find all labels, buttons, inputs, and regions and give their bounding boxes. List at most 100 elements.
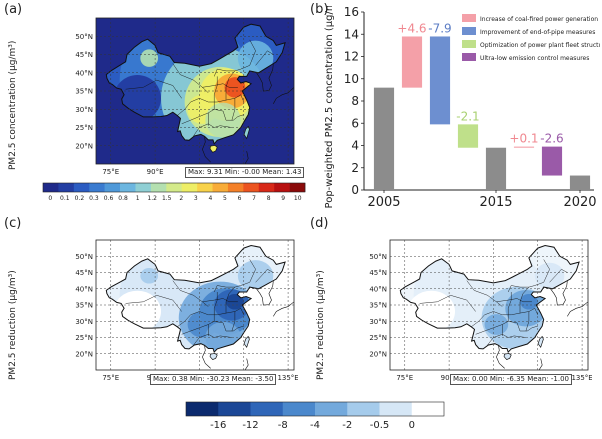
- colorbar-a-swatch: [181, 183, 198, 192]
- bar-annotation: -7.9: [428, 21, 451, 35]
- colorbar-cd-tick-label: -4: [310, 420, 320, 431]
- bar-coal: [401, 36, 423, 88]
- colorbar-a-swatch: [43, 183, 59, 192]
- colorbar-a-tick-label: 3: [194, 195, 198, 202]
- colorbar-a-swatch: [243, 183, 260, 192]
- colorbar-cd-swatch: [218, 402, 251, 416]
- colorbar-cd-tick-label: -12: [242, 420, 258, 431]
- bar-2015: [485, 147, 507, 190]
- colorbar-cd-tick-label: 0: [409, 420, 415, 431]
- y-tick-label: 16: [344, 6, 359, 19]
- map-lon-tick-label: 135°E: [571, 374, 592, 382]
- colorbar-a-tick-label: 0.3: [89, 195, 99, 202]
- y-axis-label: Pop-weighted PM2.5 concentration (μg/m³): [324, 6, 335, 208]
- china-border: [105, 23, 286, 145]
- map-lat-tick-label: 45°N: [369, 269, 387, 277]
- colorbar-a-swatch: [120, 183, 136, 192]
- colorbar-cd-swatch: [186, 402, 219, 416]
- colorbar-cd-swatch: [347, 402, 380, 416]
- legend-label: Improvement of end-of-pipe measures: [480, 29, 595, 36]
- bar-annotation: +0.1: [509, 132, 538, 146]
- colorbar-cd-tick-label: -8: [278, 420, 288, 431]
- colorbar-a-swatch: [227, 183, 244, 192]
- panel-label-b: (b): [310, 2, 329, 17]
- colorbar-a-swatch: [150, 183, 167, 192]
- map-lat-tick-label: 20°N: [75, 142, 93, 150]
- colorbar-a-tick-label: 7: [252, 195, 256, 202]
- colorbar-a-swatch: [89, 183, 105, 192]
- map-lat-tick-label: 30°N: [75, 318, 93, 326]
- y-tick-label: 2: [351, 161, 359, 175]
- panel-label-a: (a): [4, 2, 23, 17]
- colorbar-a-swatch: [274, 183, 290, 192]
- map-lat-tick-label: 35°N: [75, 88, 93, 96]
- colorbar-cd-swatch: [282, 402, 316, 416]
- legend-swatch: [462, 40, 476, 48]
- colorbar-a-swatch: [197, 183, 213, 192]
- colorbar-a-tick-label: 1: [136, 195, 140, 202]
- map-lat-tick-label: 50°N: [75, 253, 93, 261]
- colorbar-cd-tick-label: -0.5: [370, 420, 390, 431]
- y-tick-label: 8: [351, 94, 359, 108]
- bar-eop: [429, 36, 451, 125]
- map-lat-tick-label: 25°N: [75, 124, 93, 132]
- colorbar-a-swatch: [58, 183, 75, 192]
- map-c-ylabel: PM2.5 reduction (μg/m³): [8, 270, 18, 380]
- map-lat-tick-label: 25°N: [75, 334, 93, 342]
- map-d-stats: Max: 0.00 Min: -6.35 Mean: -1.00: [450, 374, 572, 385]
- map-a-ylabel: PM2.5 concentration (μg/m³): [8, 40, 18, 170]
- map-lat-tick-label: 45°N: [75, 51, 93, 59]
- legend-swatch: [462, 14, 476, 22]
- map-a: 50°N45°N40°N35°N30°N25°N20°N75°E90°E105°…: [75, 17, 298, 176]
- y-tick-label: 10: [344, 72, 359, 86]
- bar-fleet: [457, 124, 479, 148]
- bar-annotation: -2.6: [540, 132, 563, 146]
- bar-coal2: [513, 146, 535, 148]
- map-lat-tick-label: 50°N: [369, 253, 387, 261]
- bar-2005: [373, 87, 395, 190]
- colorbar-a-swatch: [104, 183, 121, 192]
- colorbar-a-tick-label: 0.6: [104, 195, 114, 202]
- map-lat-tick-label: 35°N: [369, 302, 387, 310]
- map-lat-tick-label: 35°N: [75, 302, 93, 310]
- map-lat-tick-label: 30°N: [75, 106, 93, 114]
- x-tick-label: 2005: [367, 195, 400, 210]
- colorbar-a-swatch: [73, 183, 90, 192]
- map-lon-tick-label: 135°E: [277, 374, 298, 382]
- panel-label-c: (c): [4, 216, 22, 231]
- bar-ulec: [541, 146, 563, 176]
- bar-annotation: -2.1: [456, 109, 479, 123]
- bar-2020: [569, 175, 591, 190]
- x-tick-label: 2015: [479, 195, 512, 210]
- map-lon-tick-label: 90°E: [147, 168, 164, 176]
- colorbar-a-swatch: [135, 183, 152, 192]
- x-tick-label: 2020: [563, 195, 596, 210]
- bar-chart-b: 0 2 4 6 8 10 12 14 16 Pop-weighted PM2.5 concentr…: [324, 6, 600, 210]
- colorbar-cd-swatch: [411, 402, 445, 416]
- colorbar-a-tick-label: 8: [267, 195, 271, 202]
- china-border: [399, 244, 580, 354]
- colorbar-cd-tick-label: -16: [210, 420, 226, 431]
- map-lat-tick-label: 20°N: [75, 350, 93, 358]
- panel-label-d: (d): [310, 216, 329, 231]
- colorbar-a-tick-label: 0.2: [75, 195, 85, 202]
- map-c-stats: Max: 0.38 Min: -30.23 Mean: -3.50: [150, 374, 277, 385]
- map-lon-tick-label: 75°E: [102, 168, 119, 176]
- map-lon-tick-label: 75°E: [396, 374, 413, 382]
- colorbar-cd-swatch: [379, 402, 413, 416]
- colorbar-a-tick-label: 6: [238, 195, 242, 202]
- colorbar-a-swatch: [212, 183, 229, 192]
- y-tick-label: 12: [344, 50, 359, 64]
- legend-swatch: [462, 27, 476, 35]
- map-lat-tick-label: 45°N: [75, 269, 93, 277]
- y-tick-label: 6: [351, 116, 359, 130]
- colorbar-a-tick-label: 9: [281, 195, 285, 202]
- colorbar-a-tick-label: 5: [223, 195, 227, 202]
- colorbar-a-tick-label: 0.8: [118, 195, 128, 202]
- colorbar-a-tick-label: 10: [294, 195, 302, 202]
- colorbar-cd: -16 -12 -8 -4 -2 -0.5 0: [185, 401, 445, 431]
- y-tick-label: 0: [351, 183, 359, 197]
- map-d: 50°N45°N40°N35°N30°N25°N20°N75°E90°E105°…: [369, 239, 592, 382]
- map-d-ylabel: PM2.5 reduction (μg/m³): [316, 270, 326, 380]
- map-lat-tick-label: 30°N: [369, 318, 387, 326]
